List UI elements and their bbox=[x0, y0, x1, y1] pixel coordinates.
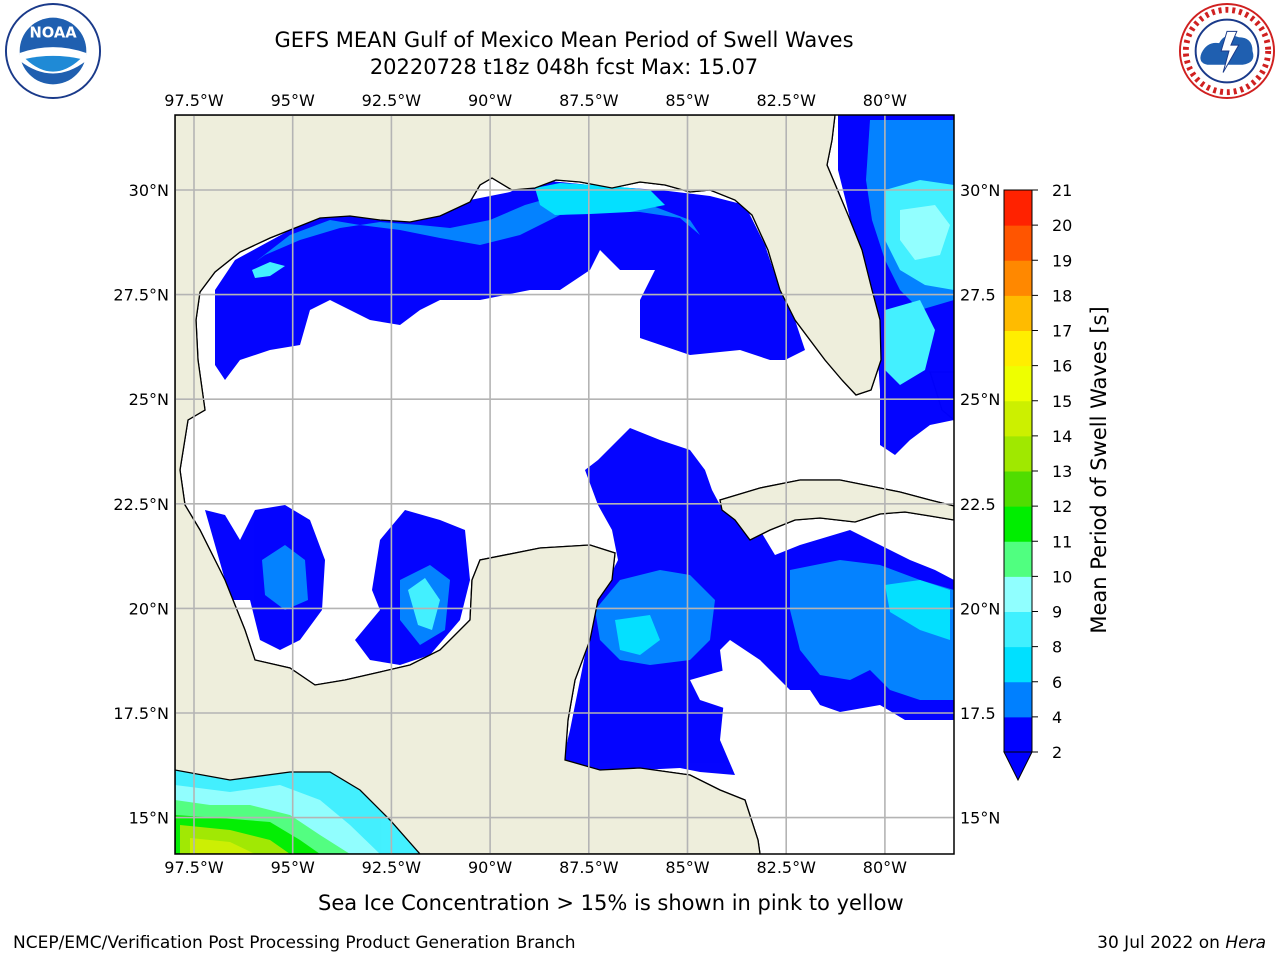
colorbar-swatch bbox=[1004, 260, 1032, 296]
lon-label-top: 97.5°W bbox=[164, 91, 224, 110]
latitude-labels-right: 30°N 27.5 25°N 22.5 20°N 17.5 15°N bbox=[960, 181, 1000, 828]
colorbar-swatch bbox=[1004, 506, 1032, 542]
lon-label-top: 85°W bbox=[665, 91, 709, 110]
colorbar-tick-label: 20 bbox=[1052, 216, 1072, 235]
swell-region-atlantic-south bbox=[885, 300, 935, 385]
lat-label-right: 22.5 bbox=[960, 495, 996, 514]
footer-date: 30 Jul 2022 on Hera bbox=[1097, 932, 1266, 954]
lon-label-bottom: 80°W bbox=[863, 858, 907, 877]
colorbar-tick-label: 17 bbox=[1052, 322, 1072, 341]
map-frame bbox=[174, 114, 955, 855]
colorbar-swatch bbox=[1004, 681, 1032, 718]
colorbar-tick-label: 13 bbox=[1052, 462, 1072, 481]
lon-label-bottom: 87.5°W bbox=[559, 858, 619, 877]
chart-title: GEFS MEAN Gulf of Mexico Mean Period of … bbox=[274, 28, 854, 52]
colorbar-swatch bbox=[1004, 330, 1032, 367]
land-overlay bbox=[175, 115, 954, 854]
colorbar-tick-label: 6 bbox=[1052, 673, 1062, 692]
swell-region-north-cyan bbox=[535, 183, 665, 215]
lat-label-right: 20°N bbox=[960, 599, 1000, 618]
colorbar-swatch bbox=[1004, 435, 1032, 472]
lat-label-right: 30°N bbox=[960, 181, 1000, 200]
lat-label-left: 30°N bbox=[129, 181, 169, 200]
swell-region-atlantic-pale bbox=[900, 205, 950, 260]
nws-logo-icon bbox=[1178, 2, 1276, 100]
lon-label-bottom: 85°W bbox=[665, 858, 709, 877]
colorbar-swatch bbox=[1004, 400, 1032, 437]
colorbar-tick-label: 4 bbox=[1052, 708, 1062, 727]
colorbar-swatch bbox=[1004, 365, 1032, 402]
colorbar: 2 4 6 8 9 10 11 12 13 14 15 16 17 18 19 20 21 bbox=[1003, 181, 1072, 782]
swell-region-caribbean bbox=[560, 428, 954, 775]
swell-hole-caribbean bbox=[690, 660, 810, 712]
lat-label-left: 25°N bbox=[129, 390, 169, 409]
lat-label-right: 25°N bbox=[960, 390, 1000, 409]
lon-label-bottom: 92.5°W bbox=[362, 858, 422, 877]
graticule-grid bbox=[175, 115, 954, 854]
colorbar-tick-label: 21 bbox=[1052, 181, 1072, 200]
colorbar-swatch bbox=[1004, 576, 1032, 612]
lon-label-top: 95°W bbox=[271, 91, 315, 110]
latitude-labels-left: 30°N 27.5°N 25°N 22.5°N 20°N 17.5°N 15°N bbox=[113, 181, 169, 828]
colorbar-tick-label: 14 bbox=[1052, 427, 1072, 446]
noaa-logo-icon: NOAA bbox=[4, 2, 102, 100]
lat-label-left: 20°N bbox=[129, 599, 169, 618]
lon-label-bottom: 90°W bbox=[468, 858, 512, 877]
swell-region-pacific-lime bbox=[190, 838, 255, 854]
swell-field bbox=[175, 115, 954, 854]
colorbar-tick-label: 11 bbox=[1052, 532, 1072, 551]
colorbar-tick-label: 16 bbox=[1052, 357, 1072, 376]
colorbar-tick-label: 10 bbox=[1052, 567, 1072, 586]
lon-label-top: 82.5°W bbox=[756, 91, 816, 110]
lon-label-bottom: 97.5°W bbox=[164, 858, 224, 877]
sea-ice-note: Sea Ice Concentration > 15% is shown in … bbox=[318, 891, 904, 915]
colorbar-swatch bbox=[1004, 295, 1032, 331]
colorbar-label: Mean Period of Swell Waves [s] bbox=[1087, 306, 1111, 633]
lon-label-top: 87.5°W bbox=[559, 91, 619, 110]
lon-label-bottom: 82.5°W bbox=[756, 858, 816, 877]
colorbar-swatch bbox=[1004, 225, 1032, 261]
lat-label-left: 15°N bbox=[129, 809, 169, 828]
colorbar-swatch bbox=[1004, 471, 1032, 507]
swell-region-northwest-cyan bbox=[252, 262, 285, 278]
lat-label-left: 17.5°N bbox=[113, 704, 169, 723]
colorbar-tick-label: 18 bbox=[1052, 286, 1072, 305]
colorbar-tick-label: 19 bbox=[1052, 251, 1072, 270]
lat-label-right: 17.5 bbox=[960, 704, 996, 723]
footer-host: Hera bbox=[1225, 933, 1266, 953]
swell-region-caribbean-east-cyan bbox=[885, 580, 950, 640]
swell-region-caribbean-cyan bbox=[615, 615, 660, 655]
lat-label-left: 22.5°N bbox=[113, 495, 169, 514]
lon-label-bottom: 95°W bbox=[271, 858, 315, 877]
colorbar-swatch bbox=[1004, 716, 1032, 753]
lat-label-right: 27.5 bbox=[960, 286, 996, 305]
colorbar-tick-label: 2 bbox=[1052, 743, 1062, 762]
footer-date-text: 30 Jul 2022 on bbox=[1097, 933, 1220, 953]
colorbar-swatch bbox=[1004, 611, 1032, 648]
colorbar-extend-triangle bbox=[1003, 751, 1033, 782]
swell-region-west-light bbox=[262, 545, 308, 610]
swell-region-north bbox=[215, 180, 805, 380]
lon-label-top: 92.5°W bbox=[362, 91, 422, 110]
lat-label-left: 27.5°N bbox=[113, 286, 169, 305]
colorbar-tick-label: 12 bbox=[1052, 497, 1072, 516]
colorbar-swatch bbox=[1004, 190, 1032, 226]
colorbar-swatch bbox=[1004, 646, 1032, 683]
colorbar-tick-label: 8 bbox=[1052, 638, 1062, 657]
longitude-labels-top: 97.5°W 95°W 92.5°W 90°W 87.5°W 85°W 82.5°W 80°W bbox=[164, 91, 907, 110]
colorbar-tick-label: 9 bbox=[1052, 603, 1062, 622]
colorbar-swatch bbox=[1004, 541, 1032, 577]
chart-subtitle: 20220728 t18z 048h fcst Max: 15.07 bbox=[369, 55, 759, 79]
lon-label-top: 80°W bbox=[863, 91, 907, 110]
lat-label-right: 15°N bbox=[960, 809, 1000, 828]
lon-label-top: 90°W bbox=[468, 91, 512, 110]
longitude-labels-bottom: 97.5°W 95°W 92.5°W 90°W 87.5°W 85°W 82.5°W 80°W bbox=[164, 858, 907, 877]
svg-text:NOAA: NOAA bbox=[29, 24, 77, 41]
colorbar-tick-label: 15 bbox=[1052, 392, 1072, 411]
footer-credit: NCEP/EMC/Verification Post Processing Pr… bbox=[13, 933, 576, 953]
swell-region-bay-campeche-cyan bbox=[408, 578, 440, 630]
